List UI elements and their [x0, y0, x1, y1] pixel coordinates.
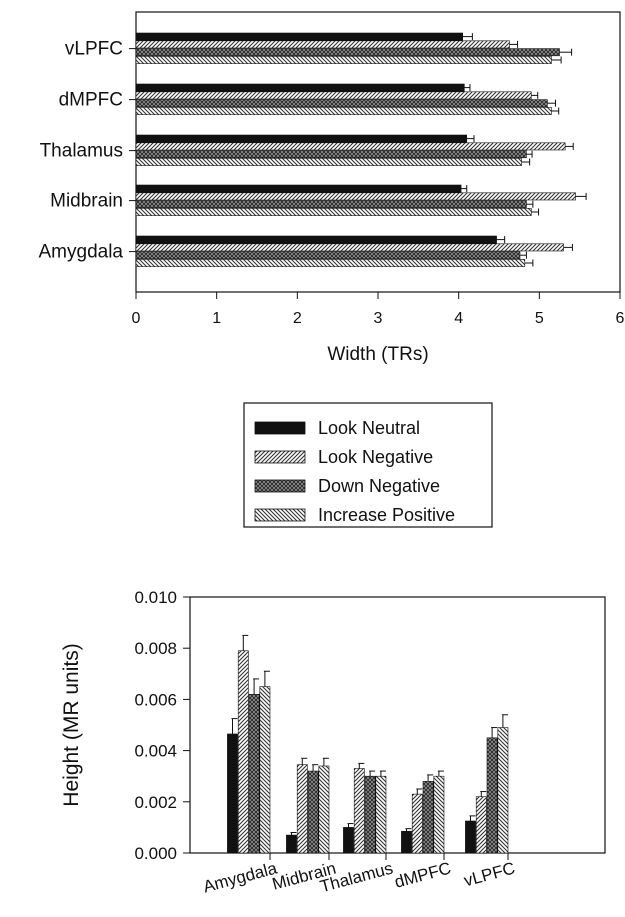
- width-bar-amygdala-down-negative: [135, 251, 521, 260]
- width-bar-midbrain-look-neutral: [135, 184, 462, 193]
- width-bar-thalamus-increase-positive: [135, 158, 522, 166]
- width-bar-midbrain-down-negative: [135, 200, 527, 209]
- height-bar-vlpfc-increase-positive: [497, 727, 509, 854]
- height-category-label-amygdala: Amygdala: [201, 858, 279, 896]
- legend-swatch-look-negative: [254, 450, 306, 464]
- height-y-tick-label: 0.008: [134, 639, 177, 658]
- height-bar-amygdala-increase-positive: [259, 686, 271, 854]
- width-bar-thalamus-look-neutral: [135, 134, 468, 143]
- height-y-tick-label: 0.010: [134, 588, 177, 607]
- height-bar-amygdala-look-neutral: [227, 733, 238, 854]
- width-bar-amygdala-look-negative: [135, 243, 564, 252]
- width-category-label-midbrain: Midbrain: [50, 191, 123, 212]
- width-chart-x-axis-title: Width (TRs): [327, 344, 428, 365]
- height-bar-dmpfc-increase-positive: [433, 775, 445, 854]
- height-chart-frame: [189, 596, 606, 854]
- height-y-tick-label: 0.006: [134, 690, 177, 709]
- height-bar-thalamus-increase-positive: [375, 775, 387, 854]
- width-bar-vlpfc-look-neutral: [135, 32, 464, 41]
- height-y-tick-label: 0.004: [134, 742, 177, 761]
- height-category-label-dmpfc: dMPFC: [392, 859, 453, 892]
- width-bar-dmpfc-look-negative: [135, 91, 532, 100]
- height-bar-vlpfc-down-negative: [486, 737, 498, 854]
- height-bar-amygdala-look-negative: [237, 650, 249, 854]
- width-bar-dmpfc-increase-positive: [135, 107, 552, 115]
- width-bar-vlpfc-down-negative: [135, 48, 560, 57]
- height-category-label-vlpfc: vLPFC: [462, 859, 517, 891]
- legend-items: Look Neutral Look Negative Down Negative In…: [254, 418, 455, 525]
- width-category-label-vlpfc: vLPFC: [65, 39, 123, 60]
- width-x-tick-label: 5: [535, 310, 544, 327]
- legend-swatch-look-neutral: [254, 421, 306, 435]
- width-category-label-thalamus: Thalamus: [40, 141, 123, 162]
- width-bar-amygdala-increase-positive: [135, 259, 526, 267]
- height-bar-dmpfc-look-neutral: [401, 830, 412, 854]
- height-bar-dmpfc-look-negative: [411, 793, 423, 854]
- width-bar-dmpfc-look-neutral: [135, 83, 465, 92]
- width-chart: vLPFC dMPFC Thalamus Midbrain Amygdala 0 1 2 3 4…: [39, 11, 625, 365]
- width-x-tick-label: 6: [616, 310, 625, 327]
- height-bar-midbrain-look-negative: [296, 764, 308, 854]
- width-category-label-amygdala: Amygdala: [39, 242, 124, 263]
- width-chart-category-labels: vLPFC dMPFC Thalamus Midbrain Amygdala: [39, 39, 136, 263]
- legend-swatch-down-negative: [254, 479, 306, 493]
- height-bar-vlpfc-look-neutral: [465, 820, 476, 854]
- width-chart-bars: [135, 32, 587, 267]
- height-bar-thalamus-look-neutral: [343, 827, 354, 854]
- height-bar-thalamus-look-negative: [353, 768, 365, 854]
- height-bar-thalamus-down-negative: [364, 775, 376, 854]
- width-bar-thalamus-look-negative: [135, 142, 566, 151]
- width-bar-amygdala-look-neutral: [135, 235, 497, 244]
- height-bar-midbrain-increase-positive: [318, 765, 330, 854]
- width-bar-midbrain-increase-positive: [135, 208, 532, 216]
- width-x-tick-label: 1: [212, 310, 221, 327]
- height-bar-vlpfc-look-negative: [475, 796, 487, 854]
- width-bar-midbrain-look-negative: [135, 192, 576, 201]
- height-chart-bars: [227, 634, 509, 854]
- width-category-label-dmpfc: dMPFC: [59, 90, 123, 111]
- width-chart-x-ticks: 0 1 2 3 4 5 6: [132, 292, 625, 327]
- width-x-tick-label: 0: [132, 310, 141, 327]
- height-chart-y-ticks: 0.000 0.002 0.004 0.006 0.008 0.010: [134, 588, 190, 863]
- height-y-tick-label: 0.002: [134, 793, 177, 812]
- width-bar-thalamus-down-negative: [135, 150, 527, 159]
- legend-label-look-negative: Look Negative: [318, 447, 433, 467]
- height-bar-dmpfc-down-negative: [422, 781, 434, 854]
- legend-label-down-negative: Down Negative: [318, 476, 440, 496]
- height-bar-midbrain-look-neutral: [286, 834, 297, 854]
- width-bar-vlpfc-look-negative: [135, 40, 510, 49]
- width-x-tick-label: 4: [454, 310, 463, 327]
- height-bar-amygdala-down-negative: [248, 693, 260, 854]
- width-x-tick-label: 2: [293, 310, 302, 327]
- height-chart-y-axis-title: Height (MR units): [60, 643, 83, 806]
- legend: Look Neutral Look Negative Down Negative In…: [243, 402, 493, 528]
- width-bar-vlpfc-increase-positive: [135, 56, 552, 64]
- width-bar-dmpfc-down-negative: [135, 99, 548, 108]
- height-y-tick-label: 0.000: [134, 844, 177, 863]
- height-bar-midbrain-down-negative: [307, 770, 319, 854]
- legend-swatch-increase-positive: [254, 508, 306, 522]
- legend-label-look-neutral: Look Neutral: [318, 418, 420, 438]
- width-x-tick-label: 3: [374, 310, 383, 327]
- legend-label-increase-positive: Increase Positive: [318, 505, 455, 525]
